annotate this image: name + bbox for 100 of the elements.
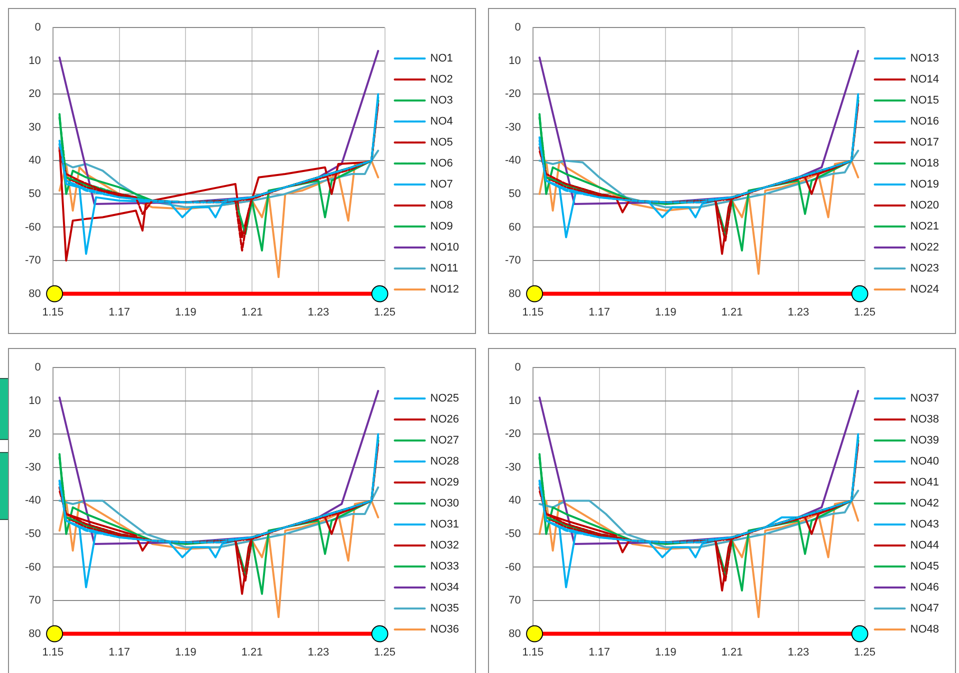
x-tick-label: 1.15	[522, 306, 544, 318]
y-tick-label: 70	[508, 594, 521, 607]
legend-label: NO36	[430, 624, 460, 636]
legend-label: NO27	[430, 434, 460, 447]
legend-label: NO30	[430, 498, 460, 510]
y-tick-label: 10	[508, 54, 521, 67]
y-tick-label: 70	[28, 594, 41, 607]
y-tick-label: -70	[24, 254, 41, 267]
y-tick-label: -30	[504, 461, 521, 474]
x-tick-label: 1.21	[241, 646, 263, 658]
y-tick-label: 80	[28, 628, 41, 640]
legend-label: NO17	[910, 136, 940, 149]
legend-label: NO14	[910, 74, 940, 86]
legend-label: NO26	[430, 414, 460, 426]
legend-label: NO43	[910, 518, 940, 531]
legend-label: NO20	[910, 200, 940, 212]
y-tick-label: -20	[504, 428, 521, 440]
x-tick-label: 1.17	[108, 306, 130, 318]
x-tick-label: 1.23	[788, 646, 810, 658]
legend-label: NO15	[910, 94, 940, 107]
y-tick-label: -20	[504, 88, 521, 100]
y-tick-label: -40	[504, 154, 521, 167]
x-tick-label: 1.21	[721, 646, 743, 658]
legend-label: NO25	[430, 392, 460, 405]
y-tick-label: 0	[34, 362, 41, 374]
y-tick-label: -30	[504, 121, 521, 134]
legend-label: NO23	[910, 262, 940, 275]
x-tick-label: 1.19	[654, 306, 676, 318]
x-tick-label: 1.25	[854, 646, 876, 658]
legend-label: NO22	[910, 242, 940, 254]
y-tick-label: 50	[508, 188, 521, 200]
y-tick-label: 0	[514, 362, 521, 374]
y-tick-label: 40	[508, 494, 521, 507]
y-tick-label: 10	[28, 54, 41, 67]
legend-label: NO32	[430, 540, 460, 552]
y-tick-label: -30	[24, 461, 41, 474]
y-tick-label: 50	[28, 188, 41, 200]
legend-label: NO19	[910, 178, 940, 191]
legend-label: NO7	[430, 178, 453, 191]
legend-label: NO37	[910, 392, 940, 405]
legend-label: NO2	[430, 74, 453, 86]
legend-label: NO33	[430, 560, 460, 573]
y-tick-label: 80	[28, 288, 41, 300]
x-tick-label: 1.15	[42, 306, 64, 318]
legend-label: NO29	[430, 476, 460, 489]
x-tick-label: 1.21	[241, 306, 263, 318]
x-tick-label: 1.21	[721, 306, 743, 318]
x-tick-label: 1.17	[588, 306, 610, 318]
y-tick-label: 10	[28, 394, 41, 407]
legend-label: NO1	[430, 52, 453, 65]
legend-label: NO48	[910, 624, 940, 636]
y-tick-label: 20	[28, 428, 41, 440]
legend-label: NO38	[910, 414, 940, 426]
legend-label: NO10	[430, 242, 460, 254]
legend-label: NO13	[910, 52, 940, 65]
legend-label: NO35	[430, 602, 460, 615]
legend-label: NO8	[430, 200, 453, 212]
legend-label: NO39	[910, 434, 940, 447]
legend-label: NO6	[430, 158, 453, 170]
legend-label: NO18	[910, 158, 940, 170]
y-tick-label: 10	[508, 394, 521, 407]
x-tick-label: 1.25	[854, 306, 876, 318]
x-tick-label: 1.19	[174, 646, 196, 658]
y-tick-label: -60	[24, 561, 41, 574]
legend-label: NO21	[910, 220, 940, 233]
x-tick-label: 1.25	[374, 306, 396, 318]
legend-label: NO47	[910, 602, 940, 615]
y-tick-label: -60	[24, 221, 41, 234]
legend-label: NO31	[430, 518, 460, 531]
legend-label: NO5	[430, 136, 453, 149]
x-tick-label: 1.17	[108, 646, 130, 658]
y-tick-label: 20	[28, 88, 41, 100]
x-tick-label: 1.25	[374, 646, 396, 658]
y-tick-label: -40	[24, 494, 41, 507]
x-tick-label: 1.19	[174, 306, 196, 318]
legend-label: NO16	[910, 116, 940, 128]
x-tick-label: 1.15	[522, 646, 544, 658]
x-tick-label: 1.15	[42, 646, 64, 658]
legend-label: NO12	[430, 284, 460, 296]
legend-label: NO28	[430, 456, 460, 468]
legend-label: NO3	[430, 94, 453, 107]
legend-label: NO45	[910, 560, 940, 573]
y-tick-label: 40	[28, 154, 41, 167]
y-tick-label: 0	[514, 22, 521, 34]
legend-label: NO40	[910, 456, 940, 468]
x-tick-label: 1.19	[654, 646, 676, 658]
y-tick-label: 80	[508, 288, 521, 300]
x-tick-label: 1.17	[588, 646, 610, 658]
y-tick-label: -50	[504, 528, 521, 540]
y-tick-label: 80	[508, 628, 521, 640]
legend-label: NO4	[430, 116, 453, 128]
y-tick-label: 0	[34, 22, 41, 34]
legend-label: NO44	[910, 540, 940, 552]
legend-label: NO42	[910, 498, 940, 510]
y-tick-label: 30	[28, 121, 41, 134]
legend-label: NO24	[910, 284, 940, 296]
y-tick-label: 60	[508, 221, 521, 234]
y-tick-label: -70	[504, 254, 521, 267]
x-tick-label: 1.23	[788, 306, 810, 318]
legend-label: NO11	[430, 262, 458, 275]
